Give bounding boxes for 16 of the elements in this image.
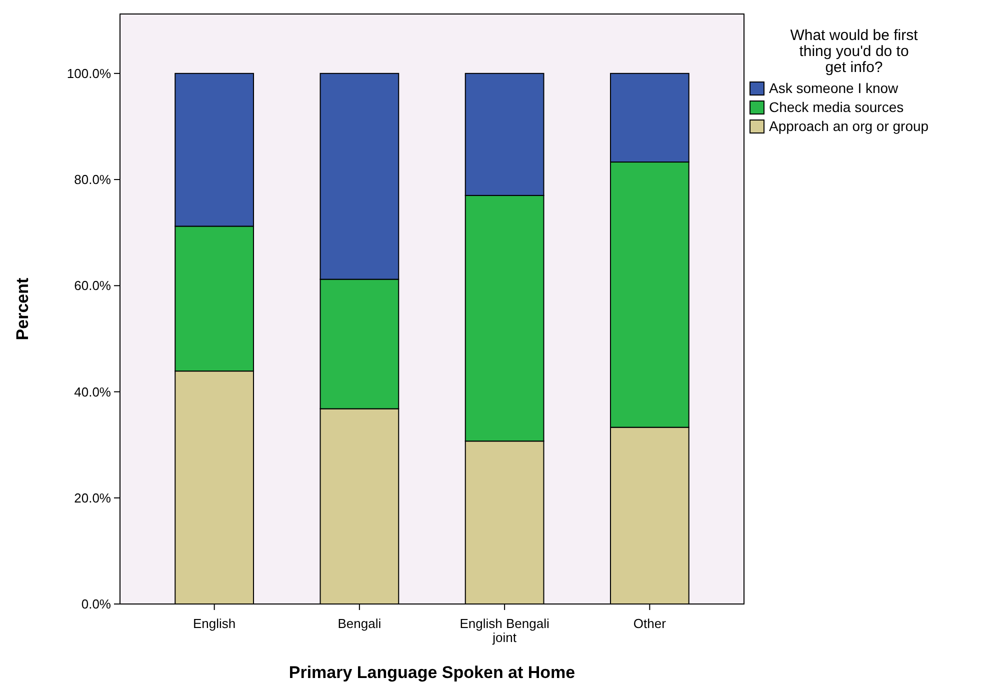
y-tick-label: 0.0%: [81, 596, 112, 612]
x-tick-label: English: [193, 616, 236, 631]
legend-label: Check media sources: [769, 99, 904, 115]
x-axis-title: Primary Language Spoken at Home: [288, 663, 576, 682]
y-tick-label: 40.0%: [74, 384, 112, 400]
x-tick-label: Other: [633, 616, 667, 631]
x-tick-label: Bengali: [338, 616, 382, 631]
legend-label: Ask someone I know: [769, 80, 900, 96]
y-tick-label: 100.0%: [66, 66, 112, 81]
y-tick-label: 60.0%: [74, 278, 112, 294]
legend-label: Approach an org or group: [769, 118, 929, 134]
y-tick-label: 20.0%: [74, 490, 112, 506]
x-tick-label: English Bengali joint: [460, 616, 550, 645]
legend-title: What would be first thing you'd do to get info?: [790, 27, 919, 76]
y-axis-title: Percent: [13, 277, 32, 340]
y-tick-label: 80.0%: [74, 172, 112, 188]
